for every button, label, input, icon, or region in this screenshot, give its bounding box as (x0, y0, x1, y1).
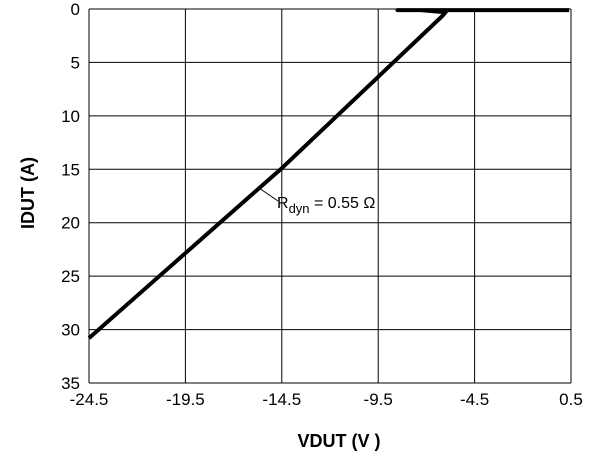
series-layer (87, 8, 570, 340)
grid-lines (88, 8, 572, 384)
x-tick-label: -24.5 (70, 390, 109, 409)
x-tick-label: 0.5 (559, 390, 583, 409)
y-tick-label: 0 (71, 0, 80, 19)
y-tick-label: 35 (61, 374, 80, 393)
x-tick-label: -9.5 (364, 390, 393, 409)
x-tick-label: -4.5 (460, 390, 489, 409)
annotation-label: Rdyn = 0.55 Ω (277, 195, 375, 216)
y-tick-label: 5 (71, 53, 80, 72)
y-axis-title: IDUT (A) (18, 157, 38, 229)
y-tick-label: 30 (61, 321, 80, 340)
y-tick-label: 15 (61, 160, 80, 179)
series-line (87, 8, 570, 340)
y-tick-labels: 0 5 10 15 20 25 30 35 (61, 0, 80, 393)
y-tick-label: 25 (61, 267, 80, 286)
annotation: Rdyn = 0.55 Ω (258, 187, 375, 216)
x-axis-title: VDUT (V ) (298, 431, 381, 451)
y-tick-label: 20 (61, 214, 80, 233)
x-tick-label: -14.5 (262, 390, 301, 409)
x-tick-labels: -24.5 -19.5 -14.5 -9.5 -4.5 0.5 (70, 390, 583, 409)
x-tick-label: -19.5 (166, 390, 205, 409)
annotation-leader (258, 187, 279, 202)
y-tick-label: 10 (61, 107, 80, 126)
